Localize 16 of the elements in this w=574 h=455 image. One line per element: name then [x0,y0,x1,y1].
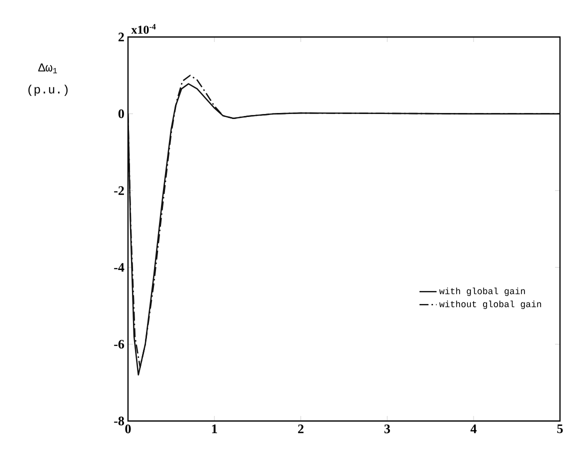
y-tick-label: 0 [118,109,124,118]
text: x10$^{-4}$ [131,24,156,34]
y-tick-label: -4 [114,263,124,272]
y-tick-label: -6 [114,340,124,349]
x-tick-label: 0 [125,424,131,434]
y-tick-label: -8 [114,416,124,426]
x-tick-label: 1 [212,424,217,434]
x-tick-label: 5 [557,424,563,434]
x-tick-label: 3 [384,424,390,434]
y-tick-label: -2 [114,186,124,195]
x-tick-label: 2 [298,424,304,434]
text: Δω$_{1}$ (p.u.) [28,64,68,96]
x-tick-label: 4 [470,424,477,434]
legend-label: with global gain [439,288,525,296]
legend-label: without global gain [439,300,542,309]
y-tick-label: 2 [118,32,124,42]
